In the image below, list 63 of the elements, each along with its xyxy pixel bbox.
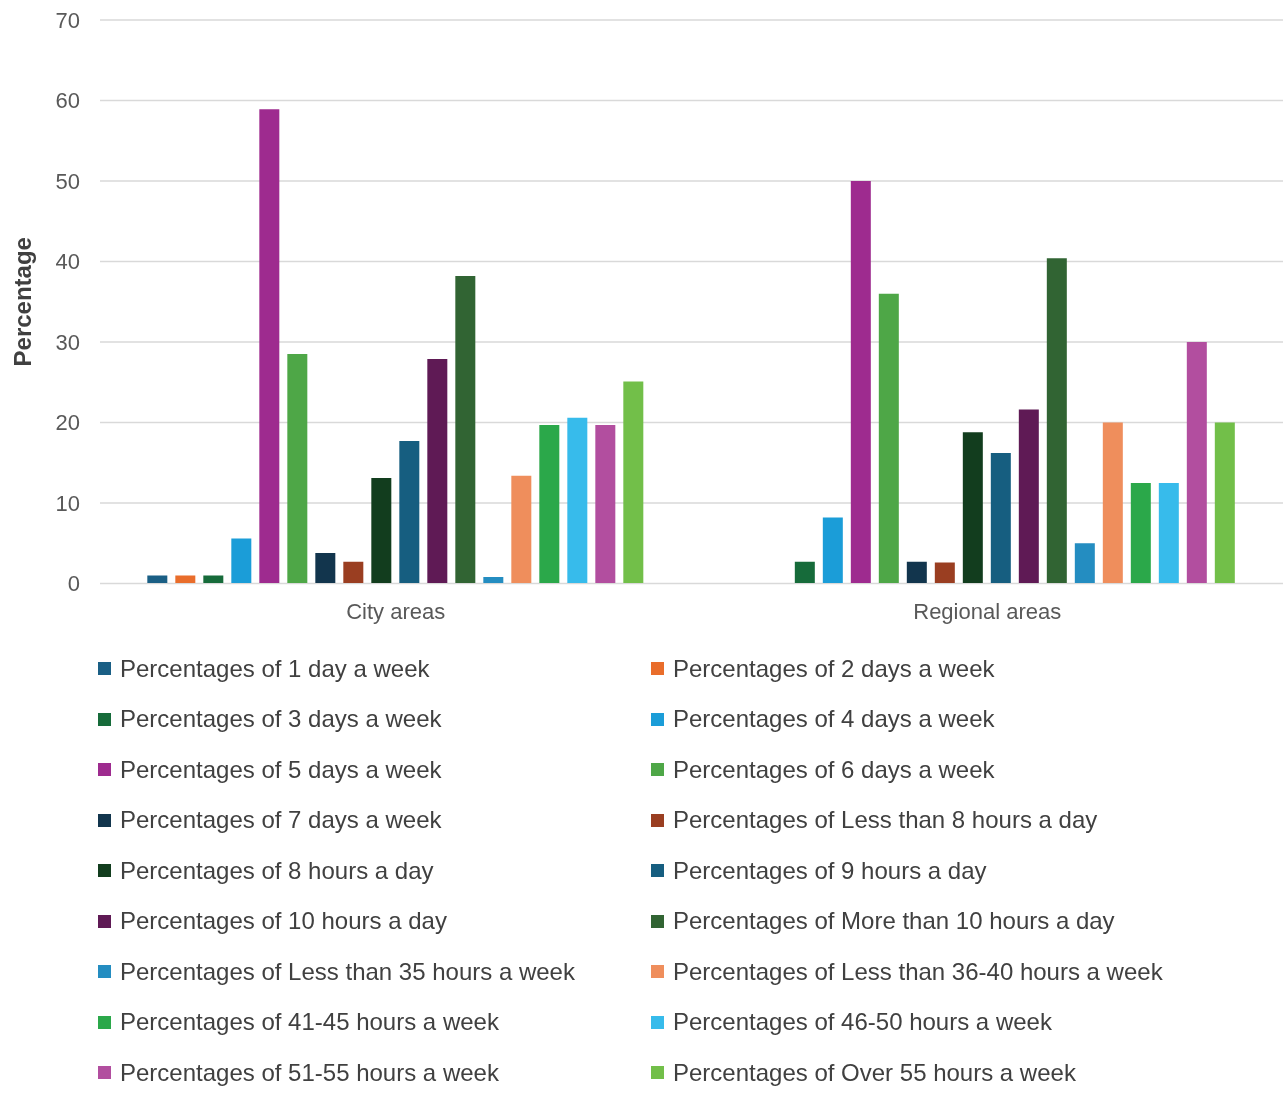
legend-label: Percentages of 3 days a week	[120, 705, 442, 734]
bar	[794, 561, 815, 584]
legend-label: Percentages of More than 10 hours a day	[673, 907, 1115, 936]
bar	[850, 181, 871, 584]
legend-label: Percentages of Less than 35 hours a week	[120, 957, 575, 986]
bar	[962, 432, 983, 584]
legend-label: Percentages of 46-50 hours a week	[673, 1008, 1052, 1037]
bar	[427, 358, 448, 584]
bar	[175, 575, 196, 584]
y-tick-label: 50	[55, 168, 80, 194]
bar	[1046, 258, 1067, 584]
bar	[539, 424, 560, 584]
y-tick-label: 20	[55, 410, 80, 436]
legend-label: Percentages of Less than 8 hours a day	[673, 806, 1098, 835]
bar	[455, 275, 476, 584]
legend-label: Percentages of 51-55 hours a week	[120, 1058, 499, 1087]
y-tick-label: 40	[55, 249, 80, 275]
legend-label: Percentages of 5 days a week	[120, 755, 442, 784]
bar	[934, 562, 955, 584]
bar	[1018, 409, 1039, 584]
y-tick-label: 60	[55, 88, 80, 114]
legend-label: Percentages of 6 days a week	[673, 755, 995, 784]
bar	[878, 293, 899, 584]
legend-label: Percentages of 4 days a week	[673, 705, 995, 734]
bar	[1186, 342, 1207, 584]
y-tick-label: 70	[55, 7, 80, 33]
bar	[1130, 482, 1151, 584]
bar	[371, 478, 392, 584]
bar	[147, 575, 168, 584]
legend-label: Percentages of 41-45 hours a week	[120, 1008, 499, 1037]
bar	[483, 577, 504, 584]
y-tick-label: 30	[55, 329, 80, 355]
legend-label: Percentages of 1 day a week	[120, 654, 430, 683]
bar	[595, 424, 616, 584]
y-axis-title: Percentage	[8, 237, 36, 367]
bar	[399, 441, 420, 584]
x-tick-label: Regional areas	[913, 599, 1062, 625]
bar	[259, 109, 280, 584]
bar	[567, 417, 588, 584]
y-tick-label: 10	[55, 490, 80, 516]
bar	[623, 381, 644, 584]
bar	[990, 453, 1011, 584]
bar	[1158, 482, 1179, 584]
bar	[231, 538, 252, 584]
bar	[822, 517, 843, 584]
legend-label: Percentages of 7 days a week	[120, 806, 442, 835]
bar	[1102, 422, 1123, 584]
legend-label: Percentages of 2 days a week	[673, 654, 995, 683]
bar	[287, 354, 308, 584]
bar	[906, 561, 927, 584]
x-tick-label: City areas	[346, 599, 446, 625]
legend-label: Percentages of 9 hours a day	[673, 856, 987, 885]
legend-label: Percentages of 10 hours a day	[120, 907, 447, 936]
bar	[203, 575, 224, 584]
y-tick-label: 0	[67, 571, 80, 597]
legend-label: Percentages of 8 hours a day	[120, 856, 434, 885]
bar	[1074, 543, 1095, 584]
bar	[343, 561, 364, 584]
bar	[511, 475, 532, 584]
legend-label: Percentages of Less than 36-40 hours a week	[673, 957, 1163, 986]
legend-label: Percentages of Over 55 hours a week	[673, 1058, 1076, 1087]
bar	[315, 552, 336, 584]
bar	[1214, 422, 1235, 584]
